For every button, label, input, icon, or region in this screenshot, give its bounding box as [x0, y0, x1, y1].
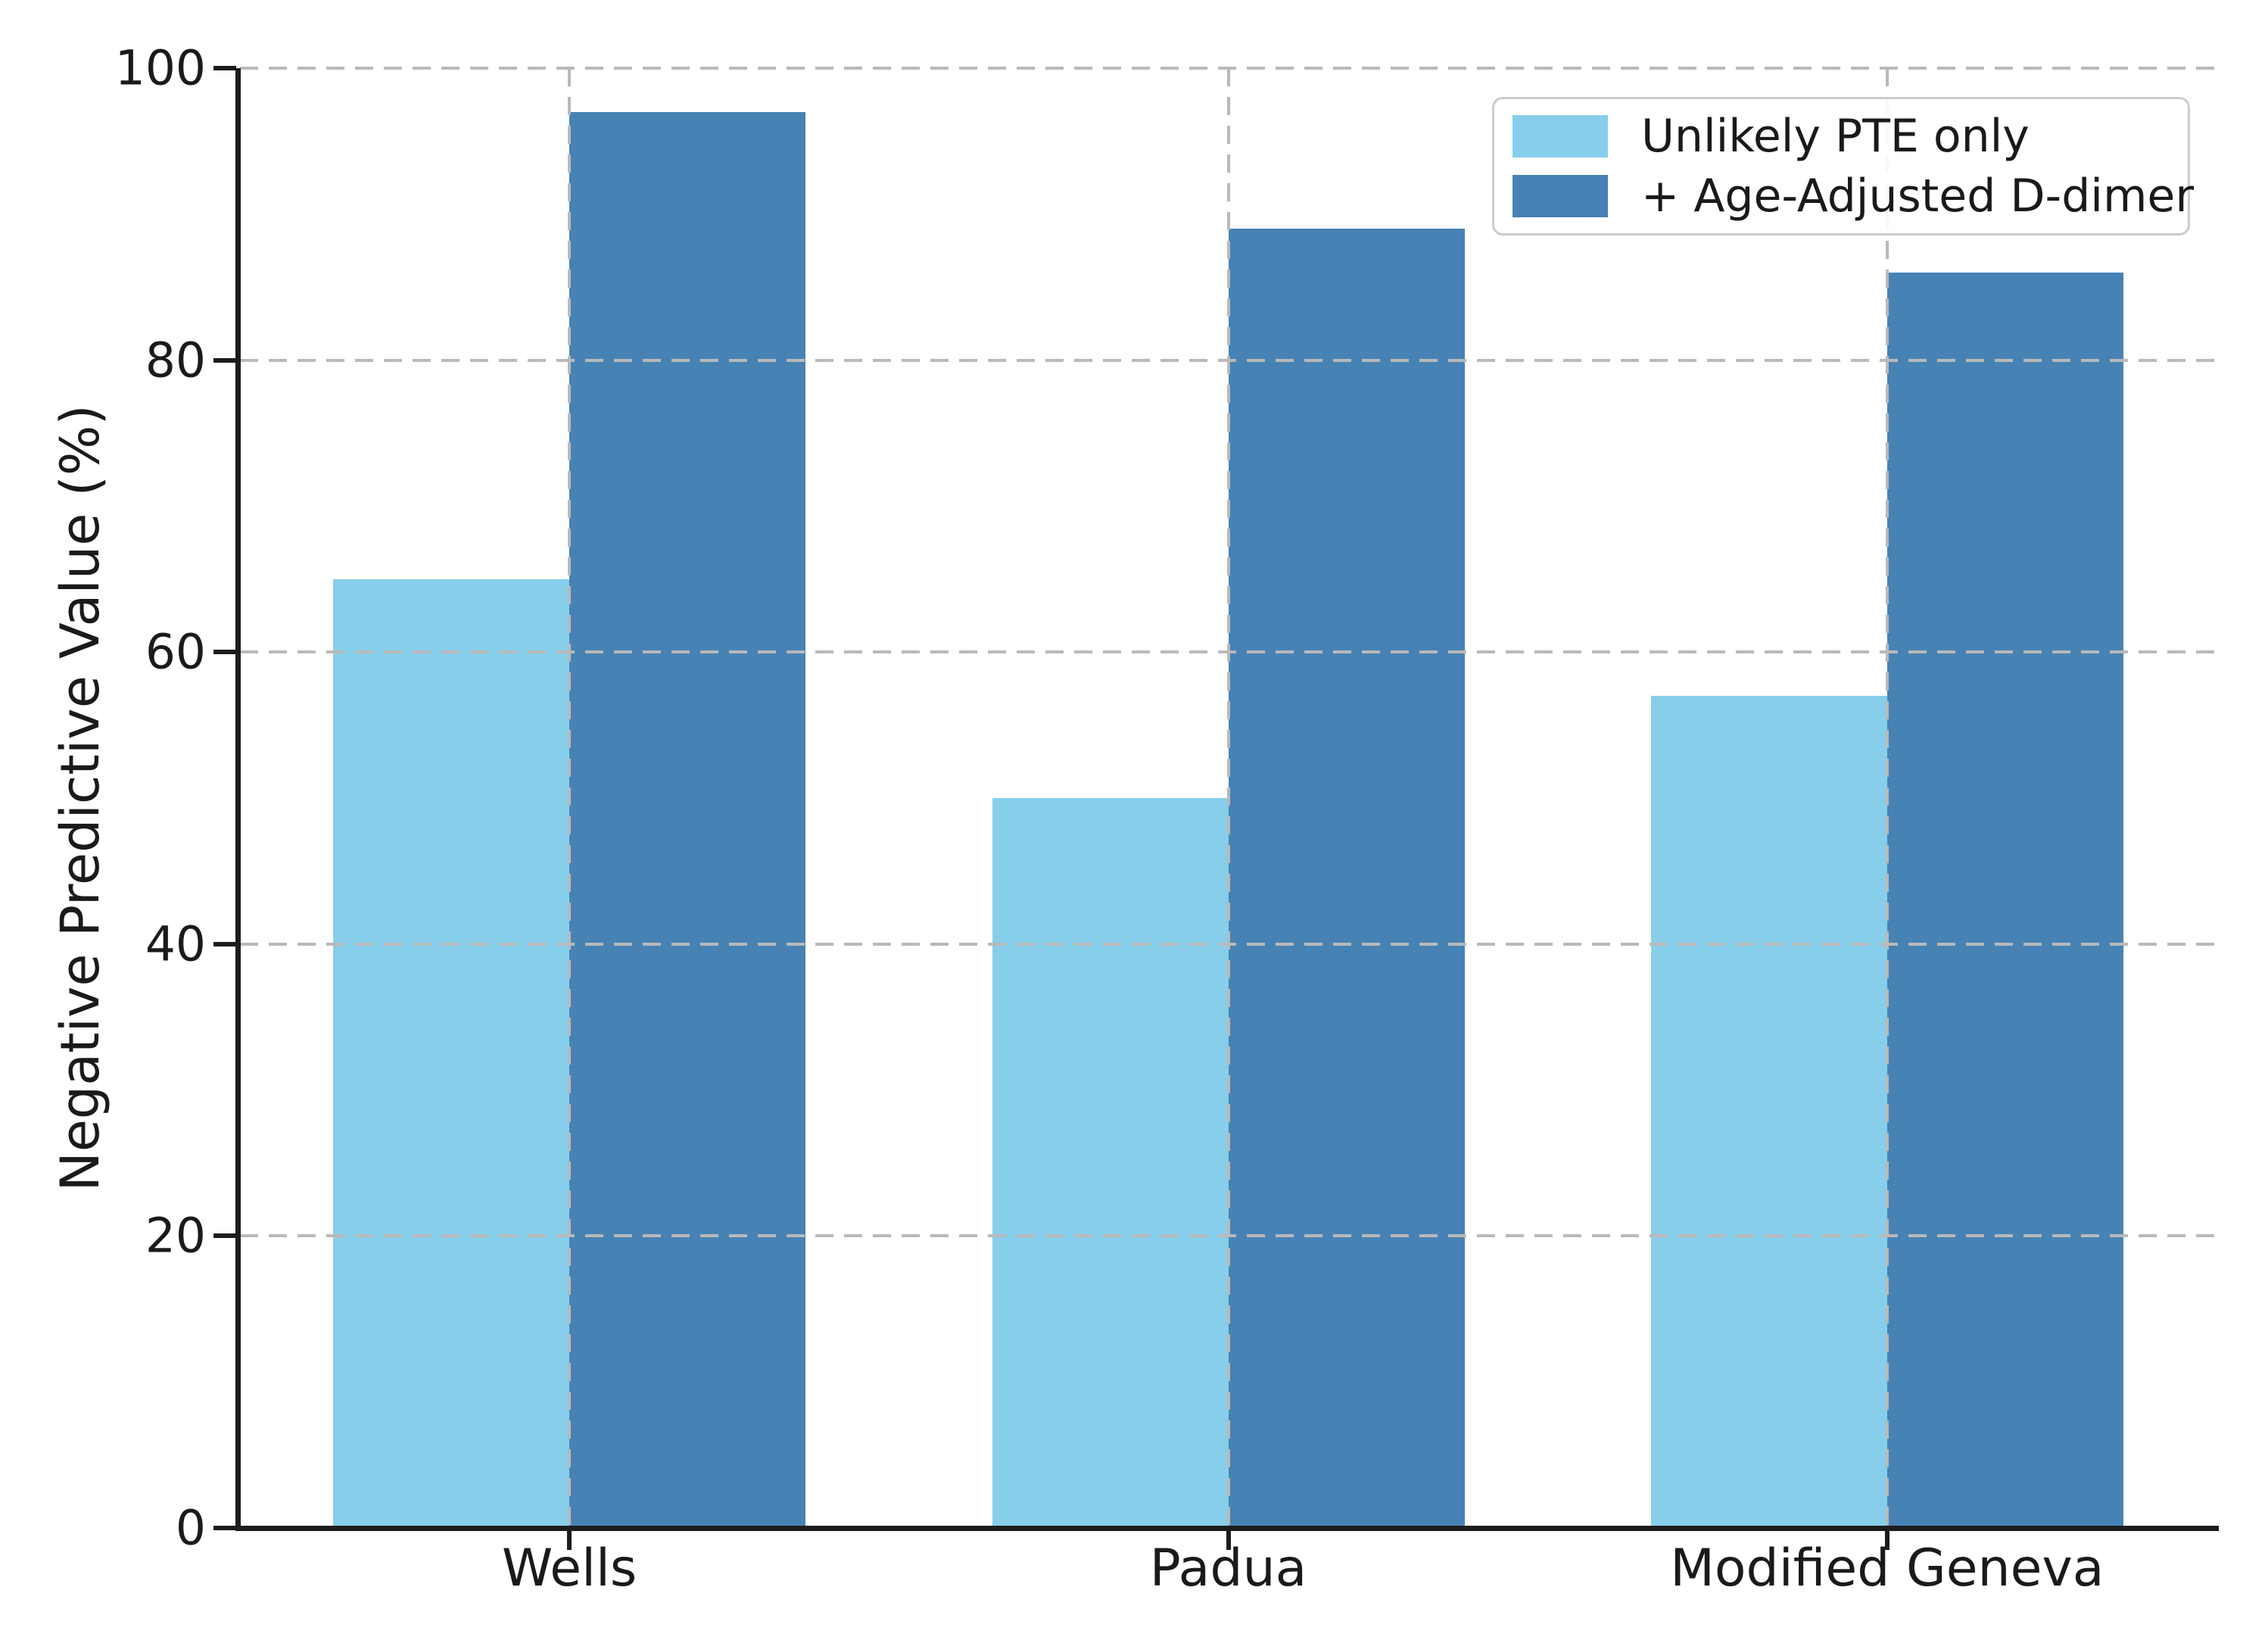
- bar-modified-geneva-series-1: [1886, 272, 2123, 1528]
- legend-swatch-icon: [1513, 115, 1608, 157]
- bar-padua-series-0: [992, 798, 1229, 1528]
- vertical-gridline: [1226, 68, 1230, 1528]
- x-tick-mark: [567, 1529, 572, 1550]
- y-tick-label: 60: [145, 624, 206, 680]
- y-tick-label: 40: [145, 916, 206, 972]
- x-tick-mark: [1226, 1529, 1231, 1550]
- y-tick-label: 100: [114, 40, 206, 96]
- y-tick-mark: [213, 66, 236, 70]
- legend-swatch-icon: [1513, 175, 1608, 217]
- vertical-gridline: [568, 68, 572, 1528]
- bar-padua-series-1: [1228, 229, 1465, 1528]
- legend-label: + Age-Adjusted D-dimer: [1641, 170, 2194, 223]
- bar-wells-series-0: [333, 578, 570, 1528]
- x-tick-label-wells: Wells: [502, 1539, 637, 1598]
- y-tick-label: 80: [145, 332, 206, 388]
- vertical-gridline: [1885, 68, 1889, 1528]
- y-axis-title: Negative Predictive Value (%): [49, 404, 111, 1192]
- bar-wells-series-1: [569, 111, 806, 1528]
- y-tick-mark: [213, 941, 236, 946]
- plot-area: [240, 67, 2217, 1528]
- y-tick-label: 0: [175, 1500, 206, 1556]
- bar-modified-geneva-series-0: [1650, 696, 1887, 1528]
- horizontal-gridline: [240, 1234, 2217, 1238]
- horizontal-gridline: [240, 67, 2217, 70]
- x-tick-label-padua: Padua: [1149, 1539, 1307, 1598]
- legend-row: Unlikely PTE only: [1513, 113, 2170, 160]
- legend-row: + Age-Adjusted D-dimer: [1513, 173, 2194, 220]
- horizontal-gridline: [240, 358, 2217, 362]
- horizontal-gridline: [240, 650, 2217, 654]
- y-tick-mark: [213, 357, 236, 363]
- legend: Unlikely PTE only + Age-Adjusted D-dimer: [1492, 97, 2194, 235]
- x-axis-spine: [235, 1526, 2219, 1531]
- y-tick-mark: [213, 1233, 236, 1239]
- y-tick-label: 20: [145, 1208, 206, 1264]
- y-axis-spine: [235, 68, 241, 1531]
- x-tick-mark: [1884, 1529, 1889, 1550]
- y-tick-mark: [213, 1526, 236, 1530]
- x-tick-label-modified-geneva: Modified Geneva: [1670, 1539, 2104, 1598]
- y-tick-mark: [213, 650, 236, 655]
- horizontal-gridline: [240, 942, 2217, 946]
- legend-label: Unlikely PTE only: [1641, 110, 2030, 163]
